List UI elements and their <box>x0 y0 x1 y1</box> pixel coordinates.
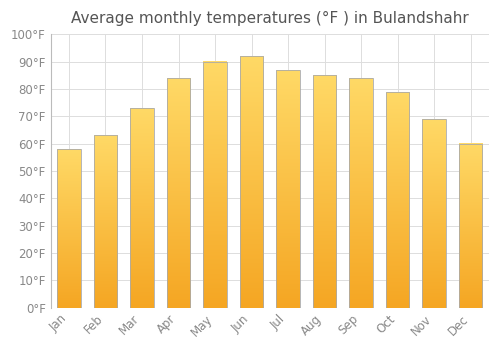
Bar <box>94 135 118 308</box>
Bar <box>276 70 300 308</box>
Bar <box>130 108 154 308</box>
Bar <box>459 144 482 308</box>
Title: Average monthly temperatures (°F ) in Bulandshahr: Average monthly temperatures (°F ) in Bu… <box>71 11 468 26</box>
Bar <box>240 56 264 308</box>
Bar <box>57 149 81 308</box>
Bar <box>203 62 227 308</box>
Bar <box>349 78 373 308</box>
Bar <box>422 119 446 308</box>
Bar <box>312 75 336 308</box>
Bar <box>166 78 190 308</box>
Bar <box>386 92 409 308</box>
